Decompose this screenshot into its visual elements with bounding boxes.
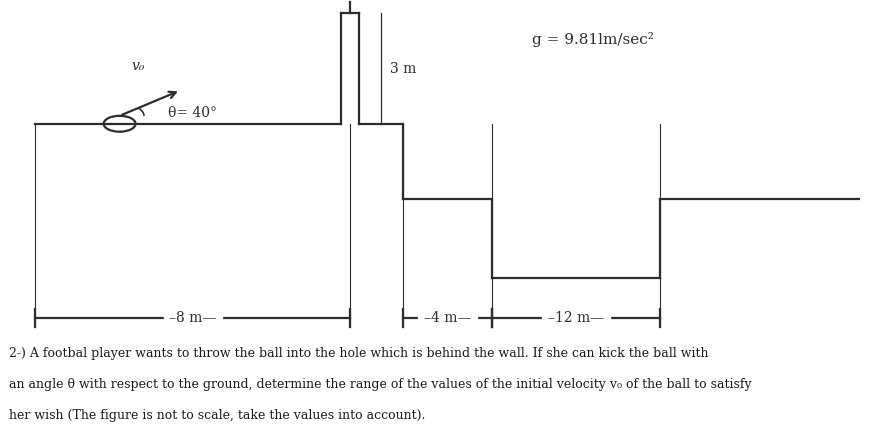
Text: 3 m: 3 m [390,61,416,76]
Text: v₀: v₀ [131,59,144,73]
Text: her wish (The figure is not to scale, take the values into account).: her wish (The figure is not to scale, ta… [9,409,425,422]
Text: –12 m—: –12 m— [548,311,604,325]
Text: –8 m—: –8 m— [169,311,216,325]
Text: θ= 40°: θ= 40° [168,106,217,120]
Text: 2-) A footbal player wants to throw the ball into the hole which is behind the w: 2-) A footbal player wants to throw the … [9,347,709,360]
Text: an angle θ with respect to the ground, determine the range of the values of the : an angle θ with respect to the ground, d… [9,378,751,391]
Text: g = 9.81lm/sec²: g = 9.81lm/sec² [532,32,654,47]
Text: –4 m—: –4 m— [424,311,471,325]
